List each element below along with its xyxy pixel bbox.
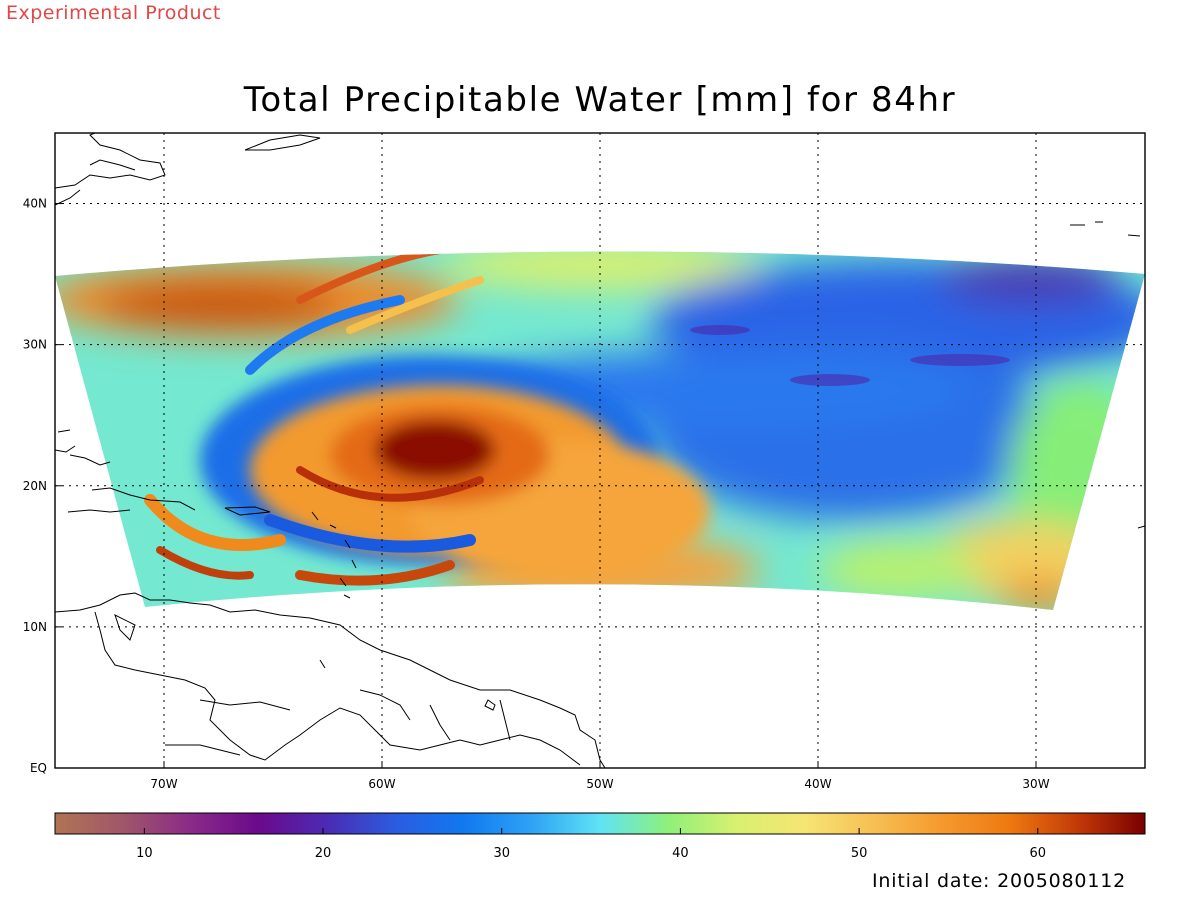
graticule (55, 133, 1145, 768)
lon-tick-label: 70W (150, 777, 177, 791)
lat-tick-label: 40N (23, 197, 47, 211)
colorbar-tick-label: 10 (136, 846, 153, 861)
map-title: Total Precipitable Water [mm] for 84hr (243, 80, 957, 120)
colorbar (54, 812, 1146, 835)
latitude-axis: EQ 10N 20N 30N 40N (23, 197, 62, 775)
longitude-axis: 70W 60W 50W 40W 30W (150, 761, 1050, 791)
colorbar-tick-label: 60 (1030, 846, 1047, 861)
colorbar-ticks: 10 20 30 40 50 60 (136, 828, 1046, 861)
precipitable-water-field (55, 251, 1145, 610)
experimental-product-label: Experimental Product (6, 2, 221, 24)
initial-date-label: Initial date: 2005080112 (872, 870, 1126, 892)
lon-tick-label: 60W (368, 777, 395, 791)
lat-tick-label: 10N (23, 620, 47, 634)
lat-tick-label: 20N (23, 479, 47, 493)
colorbar-tick-label: 30 (493, 846, 510, 861)
lon-tick-label: 40W (804, 777, 831, 791)
coastlines (55, 133, 1145, 768)
colorbar-tick-label: 50 (851, 846, 868, 861)
lat-tick-label: EQ (30, 761, 47, 775)
lon-tick-label: 30W (1022, 777, 1049, 791)
colorbar-tick-label: 40 (672, 846, 689, 861)
lat-tick-label: 30N (23, 338, 47, 352)
lon-tick-label: 50W (586, 777, 613, 791)
colorbar-tick-label: 20 (315, 846, 332, 861)
